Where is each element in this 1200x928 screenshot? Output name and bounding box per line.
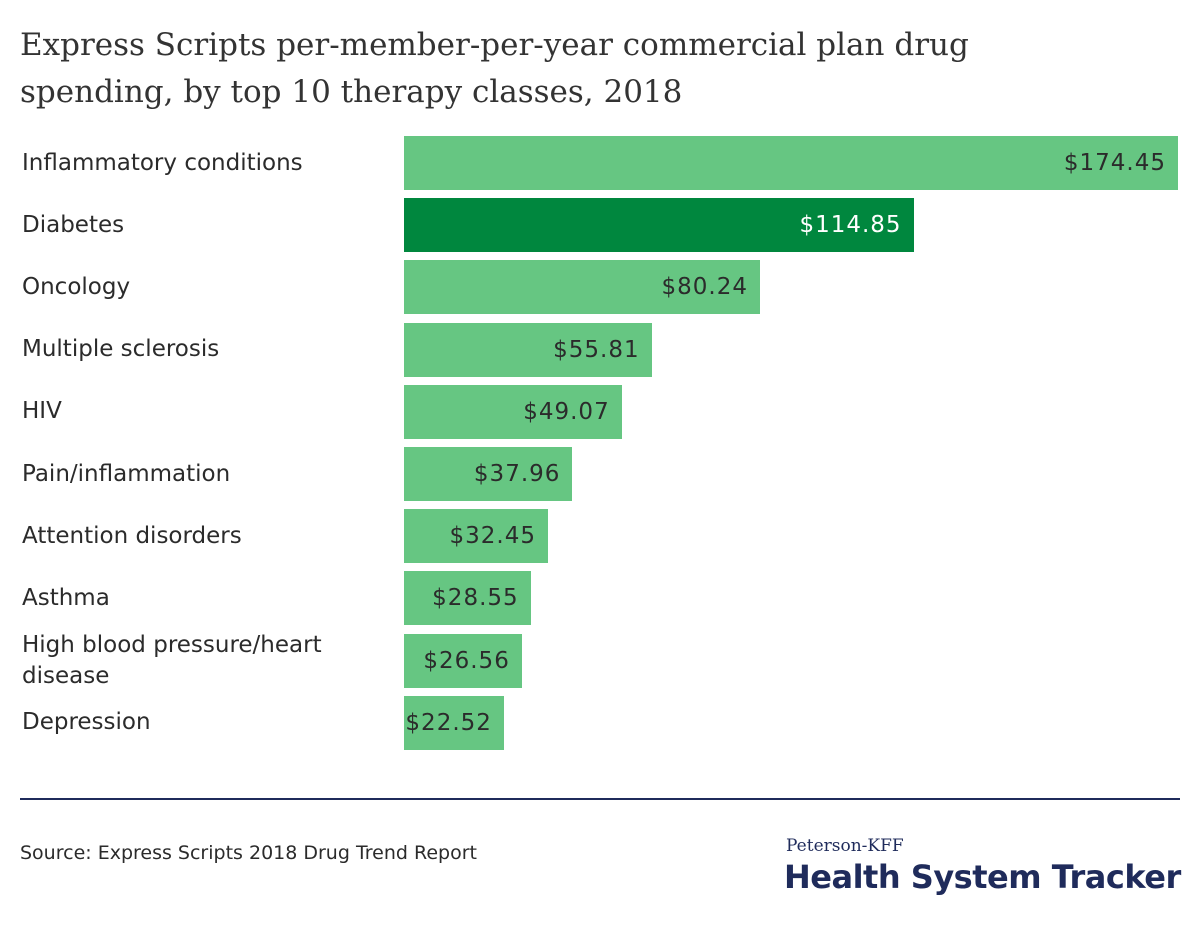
bar	[404, 695, 504, 750]
value-label: $114.85	[799, 212, 902, 239]
value-label: $28.55	[432, 585, 519, 612]
bar	[404, 384, 622, 439]
category-label: Depression	[22, 709, 151, 736]
bar-row: Oncology $80.24	[0, 260, 1200, 315]
bar	[404, 509, 548, 564]
divider	[20, 798, 1180, 800]
bar	[404, 571, 531, 626]
bar-row: Asthma $28.55	[0, 571, 1200, 626]
category-label: HIV	[22, 398, 62, 425]
value-label: $32.45	[449, 523, 536, 550]
category-label: Attention disorders	[22, 522, 242, 549]
chart-title: Express Scripts per-member-per-year comm…	[20, 27, 969, 110]
category-label: Pain/inflammation	[22, 460, 231, 487]
bar-row: Depression $22.52	[0, 695, 1200, 750]
category-label: Oncology	[22, 273, 131, 300]
bar-row: Diabetes $114.85	[0, 198, 1200, 253]
bar	[404, 136, 1178, 190]
bar	[404, 198, 914, 253]
value-label: $174.45	[1063, 150, 1166, 176]
category-label: Inflammatory conditions	[22, 149, 303, 176]
bar	[404, 633, 522, 688]
brand-line: Peterson-KFF	[786, 836, 904, 856]
bar-row: Pain/inflammation $37.96	[0, 447, 1200, 501]
bar-row: HIV $49.07	[0, 384, 1200, 439]
category-label: Diabetes	[22, 211, 125, 238]
bar	[404, 322, 652, 377]
bar	[404, 447, 573, 501]
value-label: $22.52	[405, 709, 492, 736]
value-label: $37.96	[473, 461, 561, 487]
bar-row: Multiple sclerosis $55.81	[0, 322, 1200, 377]
category-label: Multiple sclerosis	[22, 336, 220, 363]
source-note: Source: Express Scripts 2018 Drug Trend …	[20, 842, 477, 864]
value-label: $55.81	[553, 336, 640, 363]
value-label: $49.07	[523, 398, 610, 425]
bar	[404, 260, 760, 315]
category-label: Asthma	[22, 584, 110, 611]
category-label: High blood pressure/heart disease	[22, 631, 322, 689]
bar-row: High blood pressure/heart disease $26.56	[0, 631, 1200, 689]
value-label: $80.24	[661, 274, 748, 301]
bar-row: Attention disorders $32.45	[0, 509, 1200, 564]
value-label: $26.56	[423, 647, 510, 674]
bar-row: Inflammatory conditions $174.45	[0, 136, 1200, 190]
brand-name: Health System Tracker	[784, 858, 1181, 896]
